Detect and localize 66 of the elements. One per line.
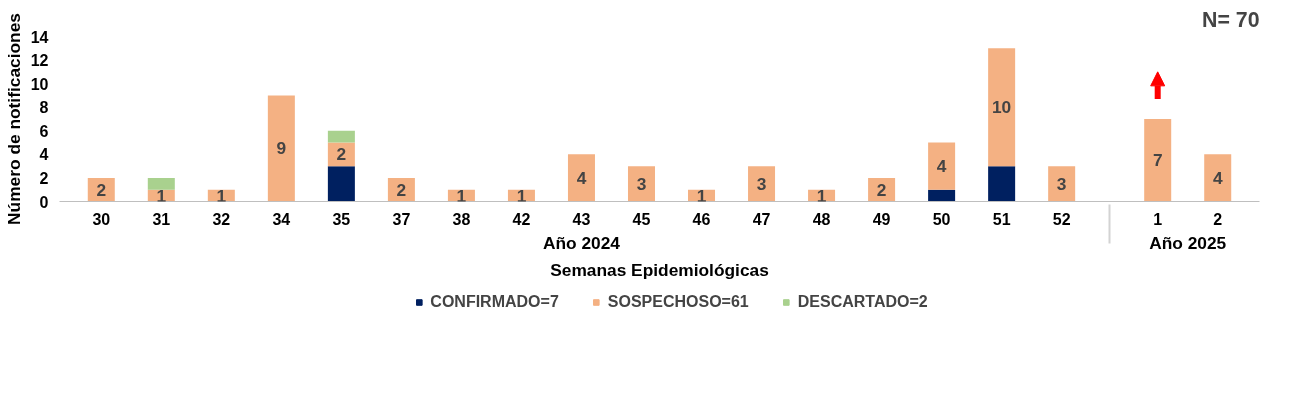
x-tick-label: 51: [992, 210, 1011, 228]
y-tick-label: 12: [30, 52, 49, 70]
x-tick-label: 31: [152, 210, 171, 228]
data-label: 1: [816, 185, 827, 206]
x-tick-label: 2: [1213, 210, 1223, 228]
x-tick-label: 38: [452, 210, 471, 228]
text: N= 70: [1201, 7, 1260, 32]
x-tick-label: 42: [512, 210, 531, 228]
bar: [988, 166, 1016, 202]
bar: [1048, 166, 1076, 202]
x-tick-label: 52: [1052, 210, 1071, 228]
y-tick-label: 2: [39, 169, 49, 187]
x-tick-label: 43: [572, 210, 591, 228]
bar: [627, 166, 655, 202]
data-label: 4: [936, 156, 947, 177]
data-label: 2: [96, 179, 107, 200]
bar: [327, 166, 355, 202]
y-tick-label: 10: [30, 75, 49, 93]
y-tick-label: 14: [30, 28, 49, 46]
data-label: 1: [156, 185, 167, 206]
data-label: 9: [276, 138, 287, 159]
text: Año 2024: [542, 232, 621, 253]
legend-label: DESCARTADO=2: [797, 293, 928, 311]
data-label: 3: [1056, 173, 1067, 194]
data-label: 2: [336, 144, 347, 165]
bar: [988, 48, 1016, 167]
y-tick-label: 4: [39, 146, 49, 164]
bar: [928, 189, 956, 202]
x-tick-label: 35: [332, 210, 351, 228]
data-label: 4: [1212, 167, 1223, 188]
x-tick-label: 46: [692, 210, 711, 228]
bar: [928, 142, 956, 190]
y-tick-label: 0: [39, 193, 49, 211]
x-tick-label: 37: [392, 210, 411, 228]
data-label: 2: [876, 179, 887, 200]
x-tick-label: 50: [932, 210, 951, 228]
data-label: 1: [696, 185, 707, 206]
bar: [267, 95, 295, 202]
x-tick-label: 34: [272, 210, 291, 228]
x-tick-label: 1: [1153, 210, 1163, 228]
data-label: 7: [1152, 150, 1163, 171]
data-label: 10: [992, 97, 1012, 118]
legend-label: SOSPECHOSO=61: [607, 293, 749, 311]
data-label: 1: [516, 185, 527, 206]
text: Año 2025: [1149, 232, 1227, 253]
x-tick-label: 49: [872, 210, 891, 228]
bar: [147, 177, 175, 190]
data-label: 1: [456, 185, 467, 206]
y-tick-label: 8: [39, 99, 49, 117]
x-axis-title: Semanas Epidemiológicas: [550, 259, 769, 280]
data-label: 1: [216, 185, 227, 206]
bar: [748, 166, 776, 202]
y-tick-label: 6: [39, 122, 49, 140]
y-axis-title: Número de notificaciones: [3, 13, 24, 225]
x-tick-label: 30: [92, 210, 111, 228]
x-tick-label: 48: [812, 210, 831, 228]
legend-label: CONFIRMADO=7: [430, 293, 559, 311]
data-label: 3: [636, 173, 647, 194]
bar: [327, 130, 355, 143]
data-label: 4: [576, 167, 587, 188]
x-tick-label: 32: [212, 210, 231, 228]
x-tick-label: 47: [752, 210, 771, 228]
data-label: 3: [756, 173, 767, 194]
x-tick-label: 45: [632, 210, 651, 228]
bar: [567, 154, 595, 202]
data-label: 2: [396, 179, 407, 200]
